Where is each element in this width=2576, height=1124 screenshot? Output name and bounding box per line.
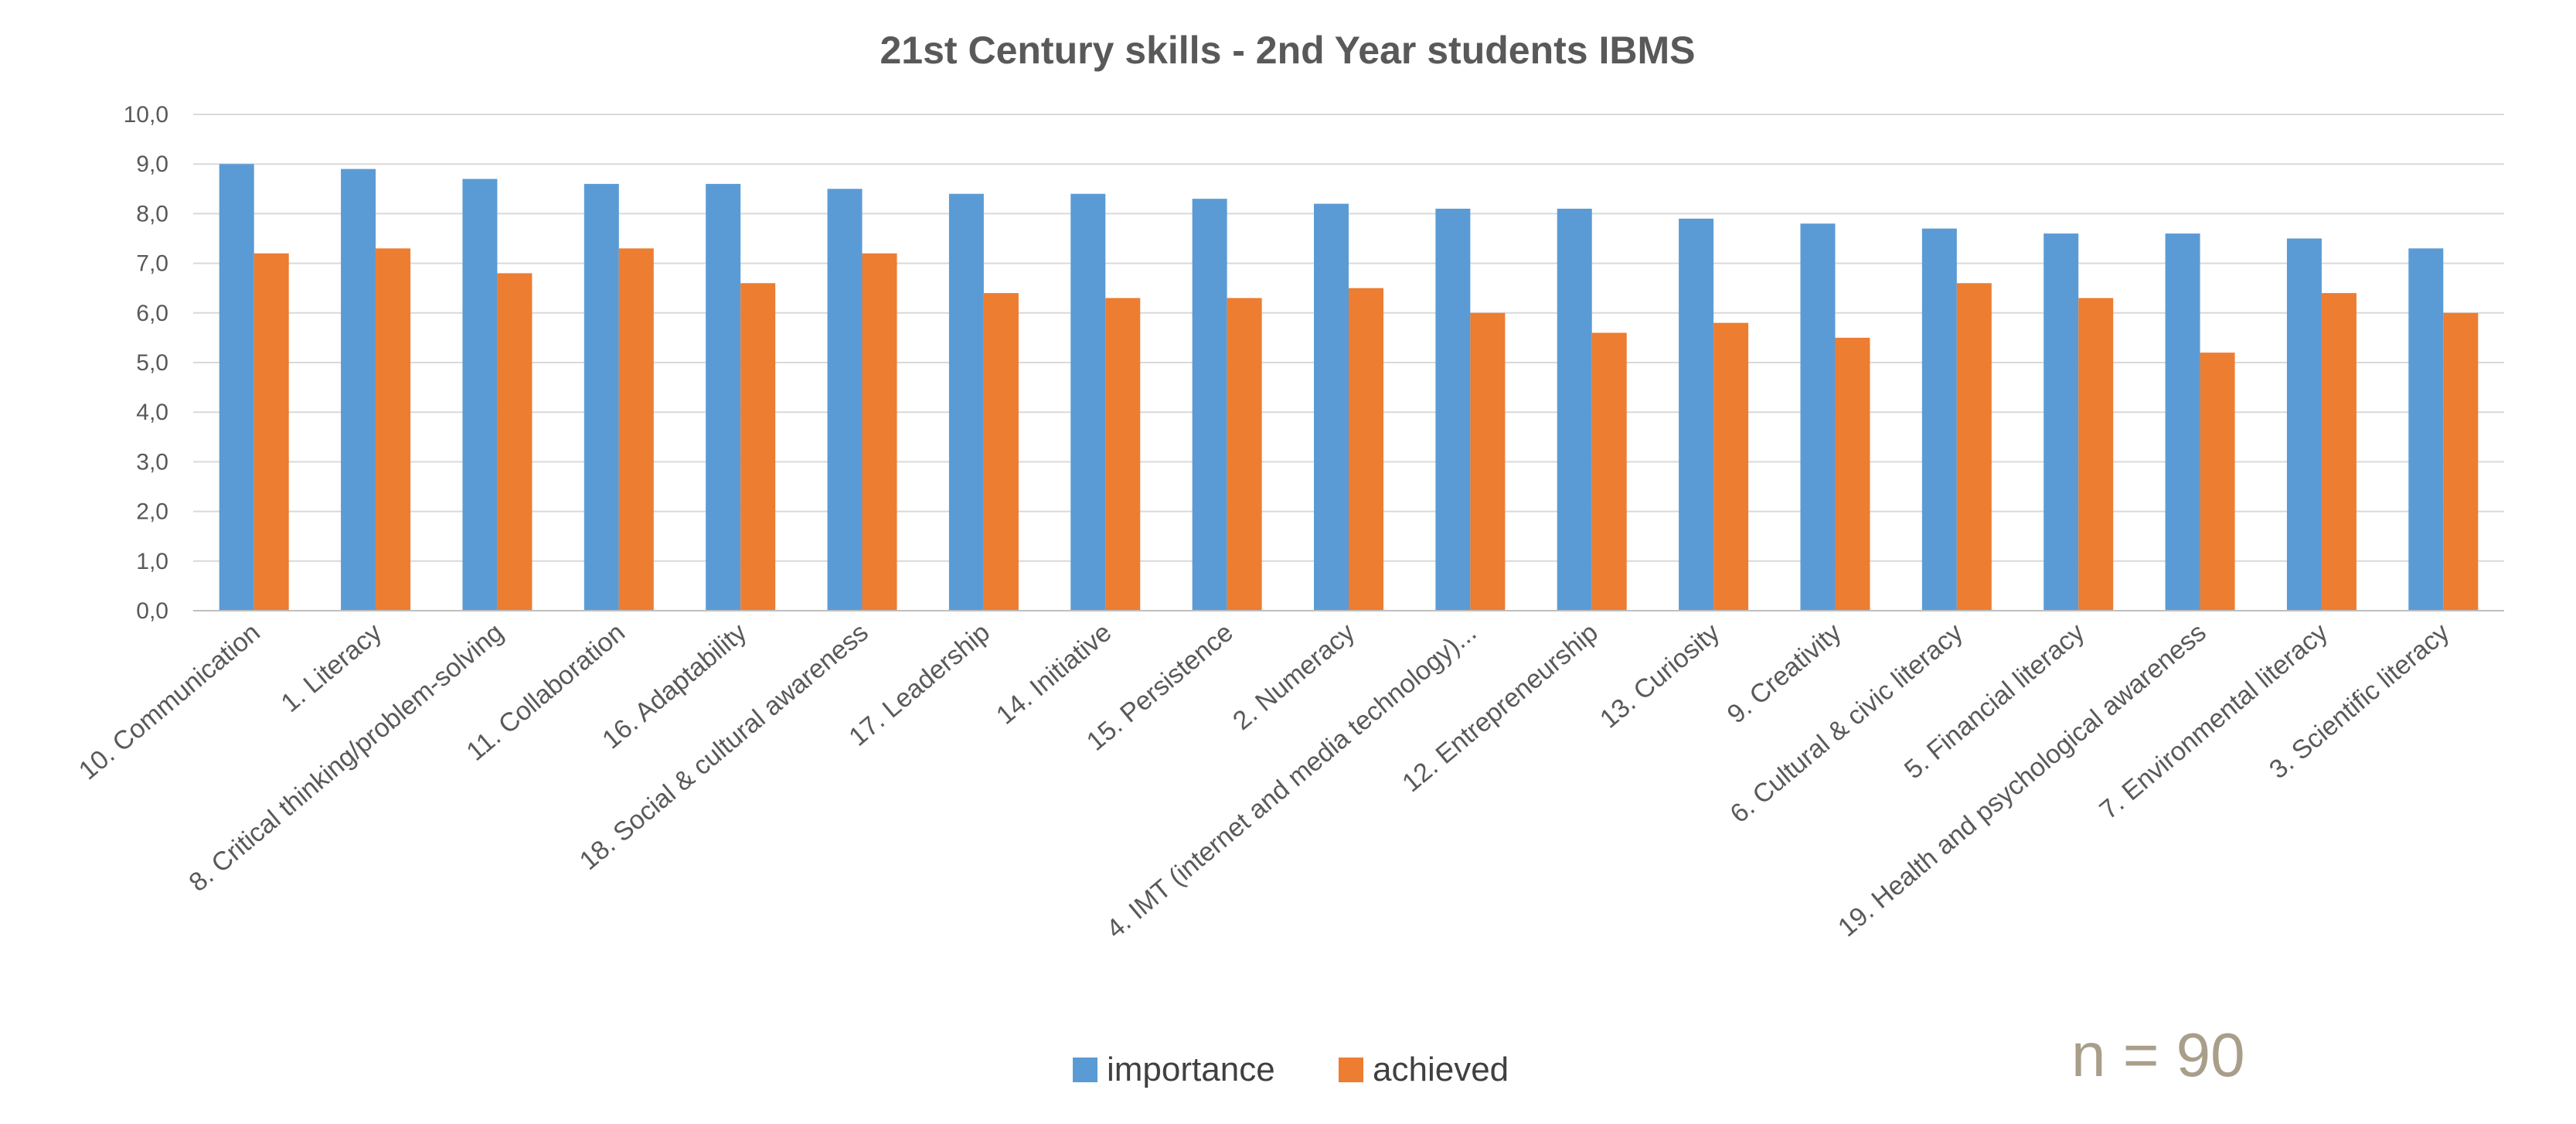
x-tick-label: 12. Entrepreneurship bbox=[1397, 618, 1604, 798]
y-tick-label: 7,0 bbox=[136, 251, 168, 277]
bar-achieved bbox=[1349, 288, 1383, 611]
bar-importance bbox=[1800, 223, 1836, 611]
y-tick-label: 9,0 bbox=[136, 152, 168, 177]
bar-achieved bbox=[2443, 312, 2479, 611]
bar-importance bbox=[948, 193, 984, 611]
bar-achieved bbox=[1713, 322, 1749, 611]
x-tick-label: 2. Numeracy bbox=[1227, 618, 1360, 736]
bar-importance bbox=[1314, 203, 1349, 611]
bar-importance bbox=[1435, 208, 1471, 611]
bar-importance bbox=[584, 183, 619, 611]
bar-achieved bbox=[2200, 353, 2235, 611]
x-tick-label: 6. Cultural & civic literacy bbox=[1725, 618, 1969, 829]
bar-importance bbox=[219, 164, 254, 611]
bar-achieved bbox=[1956, 283, 1992, 611]
bar-importance bbox=[1679, 218, 1714, 611]
legend-label-achieved: achieved bbox=[1373, 1051, 1509, 1088]
bar-importance bbox=[1070, 193, 1106, 611]
chart-title: 21st Century skills - 2nd Year students … bbox=[880, 29, 1696, 72]
bar-importance bbox=[462, 179, 498, 611]
legend: importance achieved bbox=[1073, 1051, 1509, 1088]
y-tick-label: 2,0 bbox=[136, 499, 168, 525]
bar-achieved bbox=[2321, 293, 2357, 611]
legend-swatch-importance bbox=[1073, 1058, 1097, 1082]
bar-importance bbox=[706, 183, 741, 611]
y-tick-label: 6,0 bbox=[136, 301, 168, 326]
y-tick-label: 3,0 bbox=[136, 449, 168, 475]
bar-achieved bbox=[740, 283, 776, 611]
bar-achieved bbox=[862, 253, 897, 611]
x-tick-label: 9. Creativity bbox=[1722, 618, 1847, 729]
legend-swatch-achieved bbox=[1339, 1058, 1363, 1082]
bar-importance bbox=[1921, 228, 1957, 611]
legend-label-importance: importance bbox=[1107, 1051, 1275, 1088]
x-tick-label: 13. Curiosity bbox=[1594, 618, 1725, 734]
x-tick-label: 1. Literacy bbox=[276, 618, 388, 718]
y-tick-label: 5,0 bbox=[136, 350, 168, 376]
x-tick-label: 14. Initiative bbox=[991, 618, 1117, 731]
bar-achieved bbox=[2078, 298, 2114, 611]
y-tick-label: 0,0 bbox=[136, 598, 168, 624]
bar-achieved bbox=[1591, 332, 1627, 611]
bar-importance bbox=[2286, 238, 2322, 611]
bar-importance bbox=[2165, 233, 2200, 611]
x-tick-label: 7. Environmental literacy bbox=[2094, 618, 2333, 825]
bar-importance bbox=[1557, 208, 1592, 611]
bar-achieved bbox=[376, 248, 411, 611]
bar-achieved bbox=[618, 248, 654, 611]
bar-achieved bbox=[983, 293, 1019, 611]
y-tick-label: 10,0 bbox=[124, 102, 168, 128]
bar-achieved bbox=[1835, 337, 1870, 611]
bar-importance bbox=[341, 169, 376, 611]
bar-achieved bbox=[497, 273, 533, 611]
bar-achieved bbox=[1470, 312, 1506, 611]
y-tick-label: 4,0 bbox=[136, 400, 168, 425]
y-tick-label: 8,0 bbox=[136, 201, 168, 227]
bar-achieved bbox=[1227, 298, 1262, 611]
bars bbox=[219, 164, 2479, 611]
bar-importance bbox=[1192, 199, 1227, 611]
bar-achieved bbox=[1105, 298, 1141, 611]
x-tick-label: 10. Communication bbox=[73, 618, 266, 785]
y-tick-label: 1,0 bbox=[136, 549, 168, 574]
sample-size-annotation: n = 90 bbox=[2071, 1020, 2245, 1089]
bar-achieved bbox=[254, 253, 289, 611]
bar-importance bbox=[2408, 248, 2444, 611]
bar-importance bbox=[2043, 233, 2079, 611]
y-axis-ticks: 0,0 1,0 2,0 3,0 4,0 5,0 6,0 7,0 8,0 9,0 10,0 bbox=[124, 102, 168, 624]
bar-importance bbox=[827, 189, 863, 611]
